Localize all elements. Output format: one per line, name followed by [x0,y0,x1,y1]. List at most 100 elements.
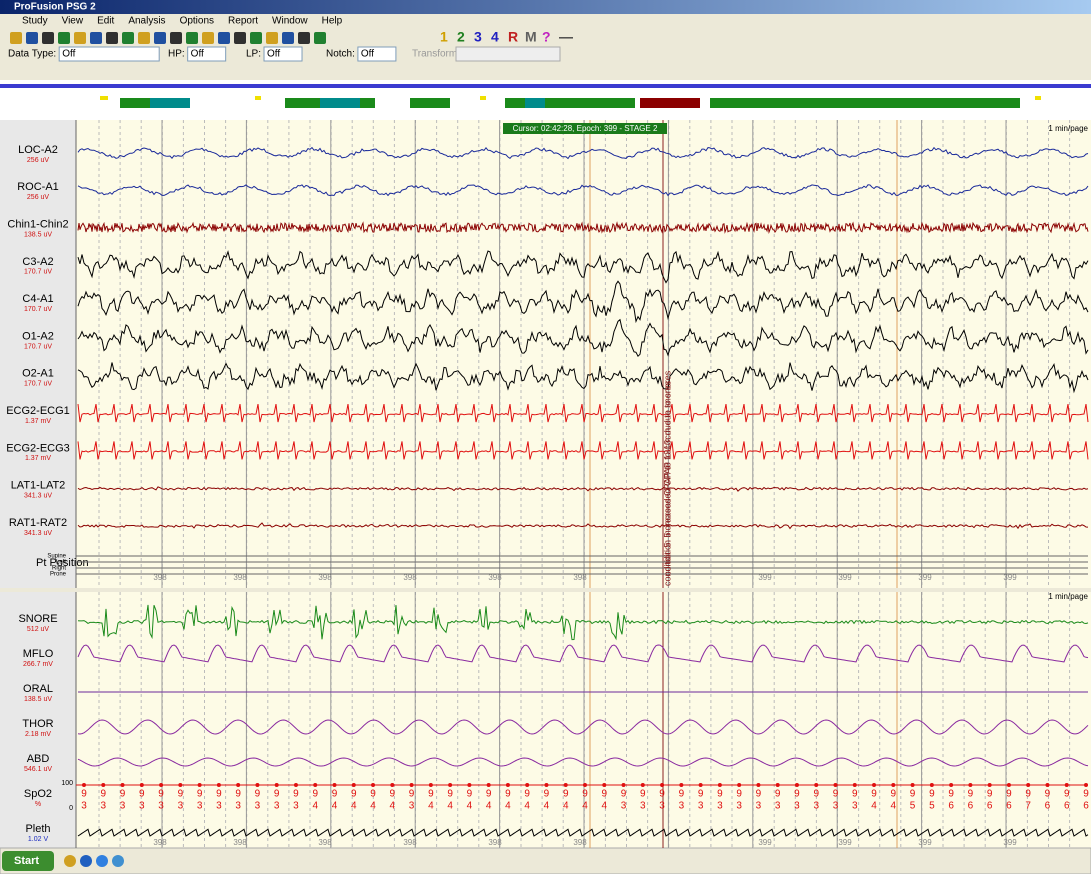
filter-value[interactable]: Off [191,49,204,60]
spo2-tens: 9 [1006,789,1012,800]
spo2-dot [698,783,703,787]
toolbar-label[interactable]: 2 [457,29,465,45]
channel-label: Pleth [25,823,50,835]
spo2-tens: 9 [197,789,203,800]
menu-item[interactable]: Report [228,16,258,27]
taskbar-icon[interactable] [80,855,92,867]
spo2-tens: 9 [833,789,839,800]
spo2-dot [563,783,568,787]
toolbar-button[interactable] [266,32,278,44]
taskbar-icon[interactable] [96,855,108,867]
spo2-tens: 9 [100,789,106,800]
spo2-dot [814,783,819,787]
start-button[interactable] [2,851,54,871]
spo2-units: 4 [891,801,897,812]
spo2-units: 4 [428,801,434,812]
spo2-tens: 9 [390,789,396,800]
spo2-dot [929,783,934,787]
taskbar-icon[interactable] [112,855,124,867]
toolbar-button[interactable] [138,32,150,44]
channel-scale: 170.7 uV [24,269,52,276]
spo2-dot [409,783,414,787]
filter-label: Notch: [326,49,355,60]
toolbar-button[interactable] [90,32,102,44]
toolbar-button[interactable] [170,32,182,44]
hypnogram-marker [100,96,108,100]
spo2-tens: 9 [409,789,415,800]
dropdown[interactable] [357,46,397,62]
dropdown[interactable] [263,46,303,62]
taskbar-icon[interactable] [64,855,76,867]
toolbar-button[interactable] [74,32,86,44]
spo2-dot [737,783,742,787]
waveform [77,441,1089,460]
dropdown[interactable] [187,46,227,62]
toolbar-button[interactable] [42,32,54,44]
spo2-axis: 100 [61,780,73,787]
spo2-dot [236,783,241,787]
spo2-units: 3 [659,801,665,812]
start-label[interactable]: Start [14,855,39,867]
spo2-tens: 9 [775,789,781,800]
toolbar-label[interactable]: 4 [491,29,499,45]
menu-item[interactable]: Study [22,16,48,27]
spo2-units: 5 [929,801,935,812]
toolbar-label[interactable]: 3 [474,29,482,45]
spo2-tens: 9 [544,789,550,800]
spo2-tens: 9 [910,789,916,800]
toolbar-button[interactable] [202,32,214,44]
channel-label: LAT1-LAT2 [11,480,66,492]
waveform [77,250,1089,284]
spo2-units: 4 [486,801,492,812]
toolbar-button[interactable] [10,32,22,44]
toolbar-button[interactable] [154,32,166,44]
menu-item[interactable]: Window [272,16,308,27]
spo2-dot [1084,783,1088,787]
spo2-tens: 9 [158,789,164,800]
spo2-dot [775,783,780,787]
spo2-dot [660,783,665,787]
toolbar-label[interactable]: 1 [440,29,448,45]
toolbar-button[interactable] [218,32,230,44]
menu-item[interactable]: Edit [97,16,114,27]
toolbar-button[interactable] [58,32,70,44]
spo2-units: 3 [178,801,184,812]
window-title: ProFusion PSG 2 [14,2,96,13]
spo2-tens: 9 [274,789,280,800]
dropdown[interactable] [455,46,561,62]
channel-scale: 170.7 uV [24,381,52,388]
menu-item[interactable]: Help [322,16,343,27]
dropdown[interactable] [58,46,160,62]
spo2-dot [891,783,896,787]
spo2-units: 4 [563,801,569,812]
spo2-units: 3 [640,801,646,812]
menu-item[interactable]: Analysis [128,16,165,27]
toolbar-button[interactable] [234,32,246,44]
toolbar-label[interactable]: — [559,29,573,45]
toolbar-button[interactable] [314,32,326,44]
toolbar-button[interactable] [250,32,262,44]
spo2-tens: 9 [467,789,473,800]
spo2-units: 4 [447,801,453,812]
toolbar-label[interactable]: ? [542,29,551,45]
filter-value[interactable]: Off [361,49,374,60]
toolbar-button[interactable] [122,32,134,44]
spo2-tens: 9 [505,789,511,800]
toolbar-label[interactable]: M [525,29,537,45]
epoch-label: 399 [838,573,852,582]
filter-value[interactable]: Off [267,49,280,60]
toolbar-button[interactable] [186,32,198,44]
spo2-dot [987,783,992,787]
channel-label: THOR [22,718,53,730]
toolbar-label[interactable]: R [508,29,518,45]
menu-item[interactable]: View [62,16,84,27]
filter-value[interactable]: Off [62,49,75,60]
toolbar-button[interactable] [282,32,294,44]
toolbar-button[interactable] [298,32,310,44]
menu-item[interactable]: Options [180,16,214,27]
epoch-label: 398 [153,838,167,847]
spo2-tens: 9 [1064,789,1070,800]
spo2-tens: 9 [813,789,819,800]
toolbar-button[interactable] [106,32,118,44]
toolbar-button[interactable] [26,32,38,44]
